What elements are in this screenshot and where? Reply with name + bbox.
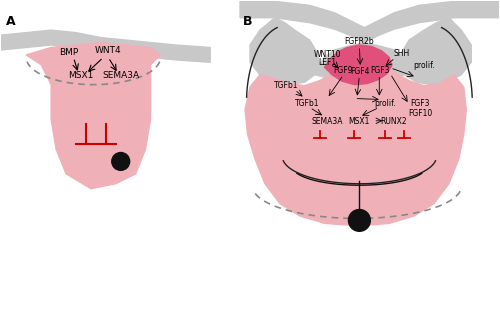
Text: WNT4: WNT4	[95, 46, 122, 55]
Polygon shape	[399, 18, 471, 85]
Circle shape	[348, 210, 370, 231]
Polygon shape	[26, 43, 160, 189]
Text: MSX1: MSX1	[68, 71, 94, 80]
Text: LEF1: LEF1	[318, 58, 336, 67]
Polygon shape	[240, 1, 498, 43]
Polygon shape	[245, 57, 466, 226]
Polygon shape	[250, 18, 320, 85]
Text: prolif.: prolif.	[413, 61, 435, 70]
Text: A: A	[6, 15, 16, 28]
Text: RUNX2: RUNX2	[380, 117, 406, 126]
Text: FGF3: FGF3	[370, 66, 390, 75]
Text: FGF9: FGF9	[334, 66, 353, 75]
Text: TGFb1: TGFb1	[295, 99, 320, 108]
Polygon shape	[2, 30, 210, 62]
Text: FGF10: FGF10	[408, 109, 432, 118]
Text: FGF4: FGF4	[350, 67, 370, 76]
Circle shape	[112, 153, 130, 170]
Text: FGFR2b: FGFR2b	[344, 36, 374, 45]
Polygon shape	[324, 45, 392, 85]
Text: WNT10: WNT10	[314, 50, 341, 59]
Text: SEMA3A: SEMA3A	[102, 71, 140, 80]
Text: B: B	[242, 15, 252, 28]
Text: BMP: BMP	[59, 48, 78, 57]
Polygon shape	[314, 43, 409, 85]
Text: SHH: SHH	[394, 49, 410, 58]
Text: FGF3: FGF3	[410, 99, 430, 108]
Text: prolif.: prolif.	[374, 99, 396, 108]
Text: SEMA3A: SEMA3A	[312, 117, 343, 126]
Text: TGFb1: TGFb1	[274, 81, 298, 90]
Text: MSX1: MSX1	[348, 117, 370, 126]
